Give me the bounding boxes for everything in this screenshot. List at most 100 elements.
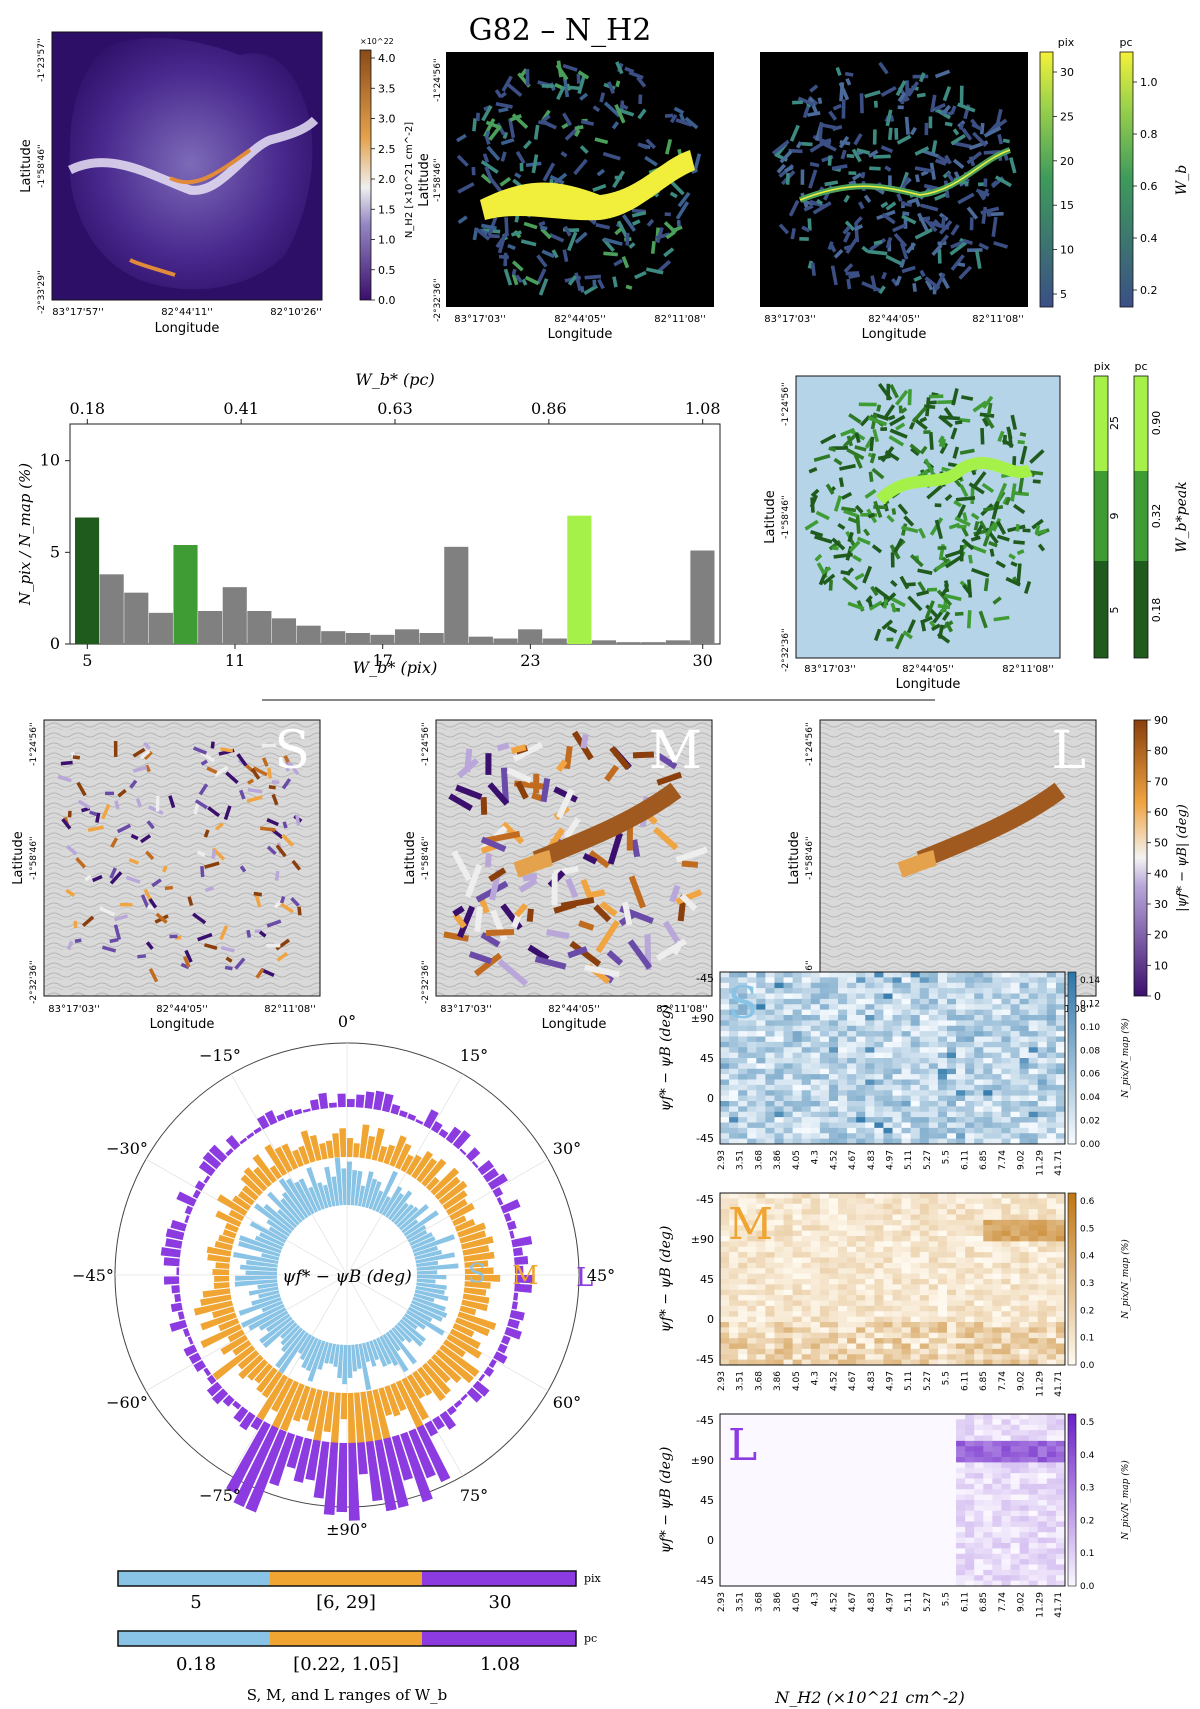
- heatmap-cell: [738, 1052, 748, 1059]
- heatmap-cell: [928, 1106, 939, 1113]
- heatmap-cell: [729, 1193, 739, 1199]
- heatmap-cell: [738, 1133, 748, 1139]
- map2-filament: [500, 151, 507, 162]
- heatmap-cell: [819, 1414, 830, 1420]
- heatmap-cell: [774, 1106, 784, 1113]
- heatmap-cell: [792, 1036, 803, 1043]
- heatmap-cell: [883, 1338, 893, 1344]
- heatmap-cell: [1037, 1230, 1048, 1237]
- heatmap-cell: [910, 982, 921, 989]
- heatmap-cell: [892, 1537, 902, 1544]
- heatmap-cell: [919, 1311, 930, 1317]
- heatmap-cell: [819, 1473, 830, 1479]
- map3-filament: [899, 171, 909, 190]
- polar-bar: [406, 1310, 445, 1336]
- heatmap-cell: [801, 993, 812, 1000]
- histogram-ylabel: N_pix / N_map (%): [16, 463, 34, 606]
- heatmap-xtick: 6.11: [960, 1150, 970, 1170]
- map3-filament: [906, 197, 919, 205]
- heatmap-cell: [883, 1419, 893, 1426]
- sml-filament: [487, 782, 510, 806]
- histogram-xtick-label: 23: [520, 651, 540, 670]
- heatmap-cell: [783, 998, 793, 1005]
- heatmap-cell: [765, 1063, 775, 1070]
- heatmap-cell: [901, 1273, 911, 1280]
- heatmap-cell: [928, 977, 939, 984]
- map3-colorbar-pc-unit: pc: [1119, 36, 1132, 49]
- heatmap-cell: [838, 1090, 848, 1096]
- heatmap-cell: [828, 1457, 839, 1463]
- peak-map-filament: [890, 579, 898, 588]
- heatmap-cell: [901, 1047, 911, 1053]
- heatmap-cell: [765, 1193, 775, 1199]
- heatmap-cell: [865, 1473, 875, 1479]
- heatmap-cell: [1001, 1133, 1011, 1139]
- peak-map-xtick-1: 82°44'05'': [902, 664, 953, 675]
- histogram-bar: [518, 629, 543, 644]
- peak-map-filament: [972, 471, 987, 488]
- heatmap-cell: [819, 1193, 830, 1199]
- heatmap-cell: [828, 1095, 839, 1102]
- heatmap-cell: [874, 1327, 884, 1334]
- heatmap-cell: [738, 1494, 748, 1501]
- sml-filament: [128, 858, 140, 865]
- heatmap-cell: [865, 1526, 875, 1533]
- heatmap-cell: [883, 1230, 893, 1237]
- heatmap-cell: [856, 1521, 866, 1528]
- heatmap-cell: [956, 988, 966, 994]
- heatmap-cell: [1019, 1106, 1029, 1113]
- histogram-bar: [124, 592, 149, 644]
- polar-bar: [513, 1292, 519, 1301]
- heatmap-cell: [729, 1036, 739, 1043]
- heatmap-cell: [1046, 1063, 1057, 1070]
- heatmap-cell: [801, 1451, 812, 1458]
- peak-map-filament: [941, 556, 949, 564]
- heatmap-cell: [874, 1295, 884, 1301]
- heatmap-cell: [738, 1537, 748, 1544]
- polar-bar: [246, 1132, 255, 1140]
- peak-map-filament: [873, 505, 887, 510]
- heatmap-cell: [828, 1209, 839, 1215]
- heatmap-cell: [828, 1359, 839, 1366]
- sml-cbar-tick-label: 70: [1154, 775, 1168, 788]
- heatmap-cell: [838, 1241, 848, 1248]
- heatmap-cell: [856, 1300, 866, 1307]
- heatmap-cell: [919, 1440, 930, 1447]
- heatmap-cell: [1019, 1354, 1029, 1360]
- heatmap-cell: [738, 1273, 748, 1280]
- heatmap-cell: [747, 1041, 757, 1048]
- polar-bar: [449, 1328, 481, 1350]
- histogram-bar: [493, 638, 518, 644]
- heatmap-cell: [883, 1225, 893, 1231]
- heatmap-cell: [965, 1311, 975, 1317]
- heatmap-cell: [765, 1052, 775, 1059]
- heatmap-cell: [792, 1090, 803, 1096]
- sml-filament: [114, 800, 120, 810]
- heatmap-cell: [910, 1457, 921, 1463]
- heatmap-cell: [965, 1268, 975, 1274]
- map3-filament: [812, 201, 832, 215]
- heatmap-cell: [856, 1236, 866, 1242]
- heatmap-cell: [919, 1214, 930, 1221]
- heatmap-cell: [810, 1041, 821, 1048]
- heatmap-cell: [937, 1198, 948, 1205]
- polar-bar: [237, 1190, 255, 1206]
- heatmap-cell: [910, 1446, 921, 1452]
- heatmap-cell: [956, 1203, 966, 1210]
- heatmap-xtick: 11.29: [1035, 1371, 1045, 1397]
- heatmap-cell: [956, 1225, 966, 1231]
- heatmap-cell: [992, 1214, 1002, 1221]
- heatmap-cell: [856, 977, 866, 984]
- map2-filament: [562, 63, 578, 72]
- peak-map-filament: [968, 554, 973, 564]
- heatmap-cell: [765, 1068, 775, 1075]
- heatmap-cell: [838, 1526, 848, 1533]
- polar-bar: [217, 1194, 248, 1216]
- heatmap-cell: [910, 1193, 921, 1199]
- map2-filament: [645, 267, 664, 275]
- heatmap-cell: [819, 1580, 830, 1587]
- heatmap-cell: [892, 1090, 902, 1096]
- peak-map-filament: [970, 535, 981, 542]
- heatmap-cell: [774, 1505, 784, 1512]
- sml-filament: [125, 875, 141, 884]
